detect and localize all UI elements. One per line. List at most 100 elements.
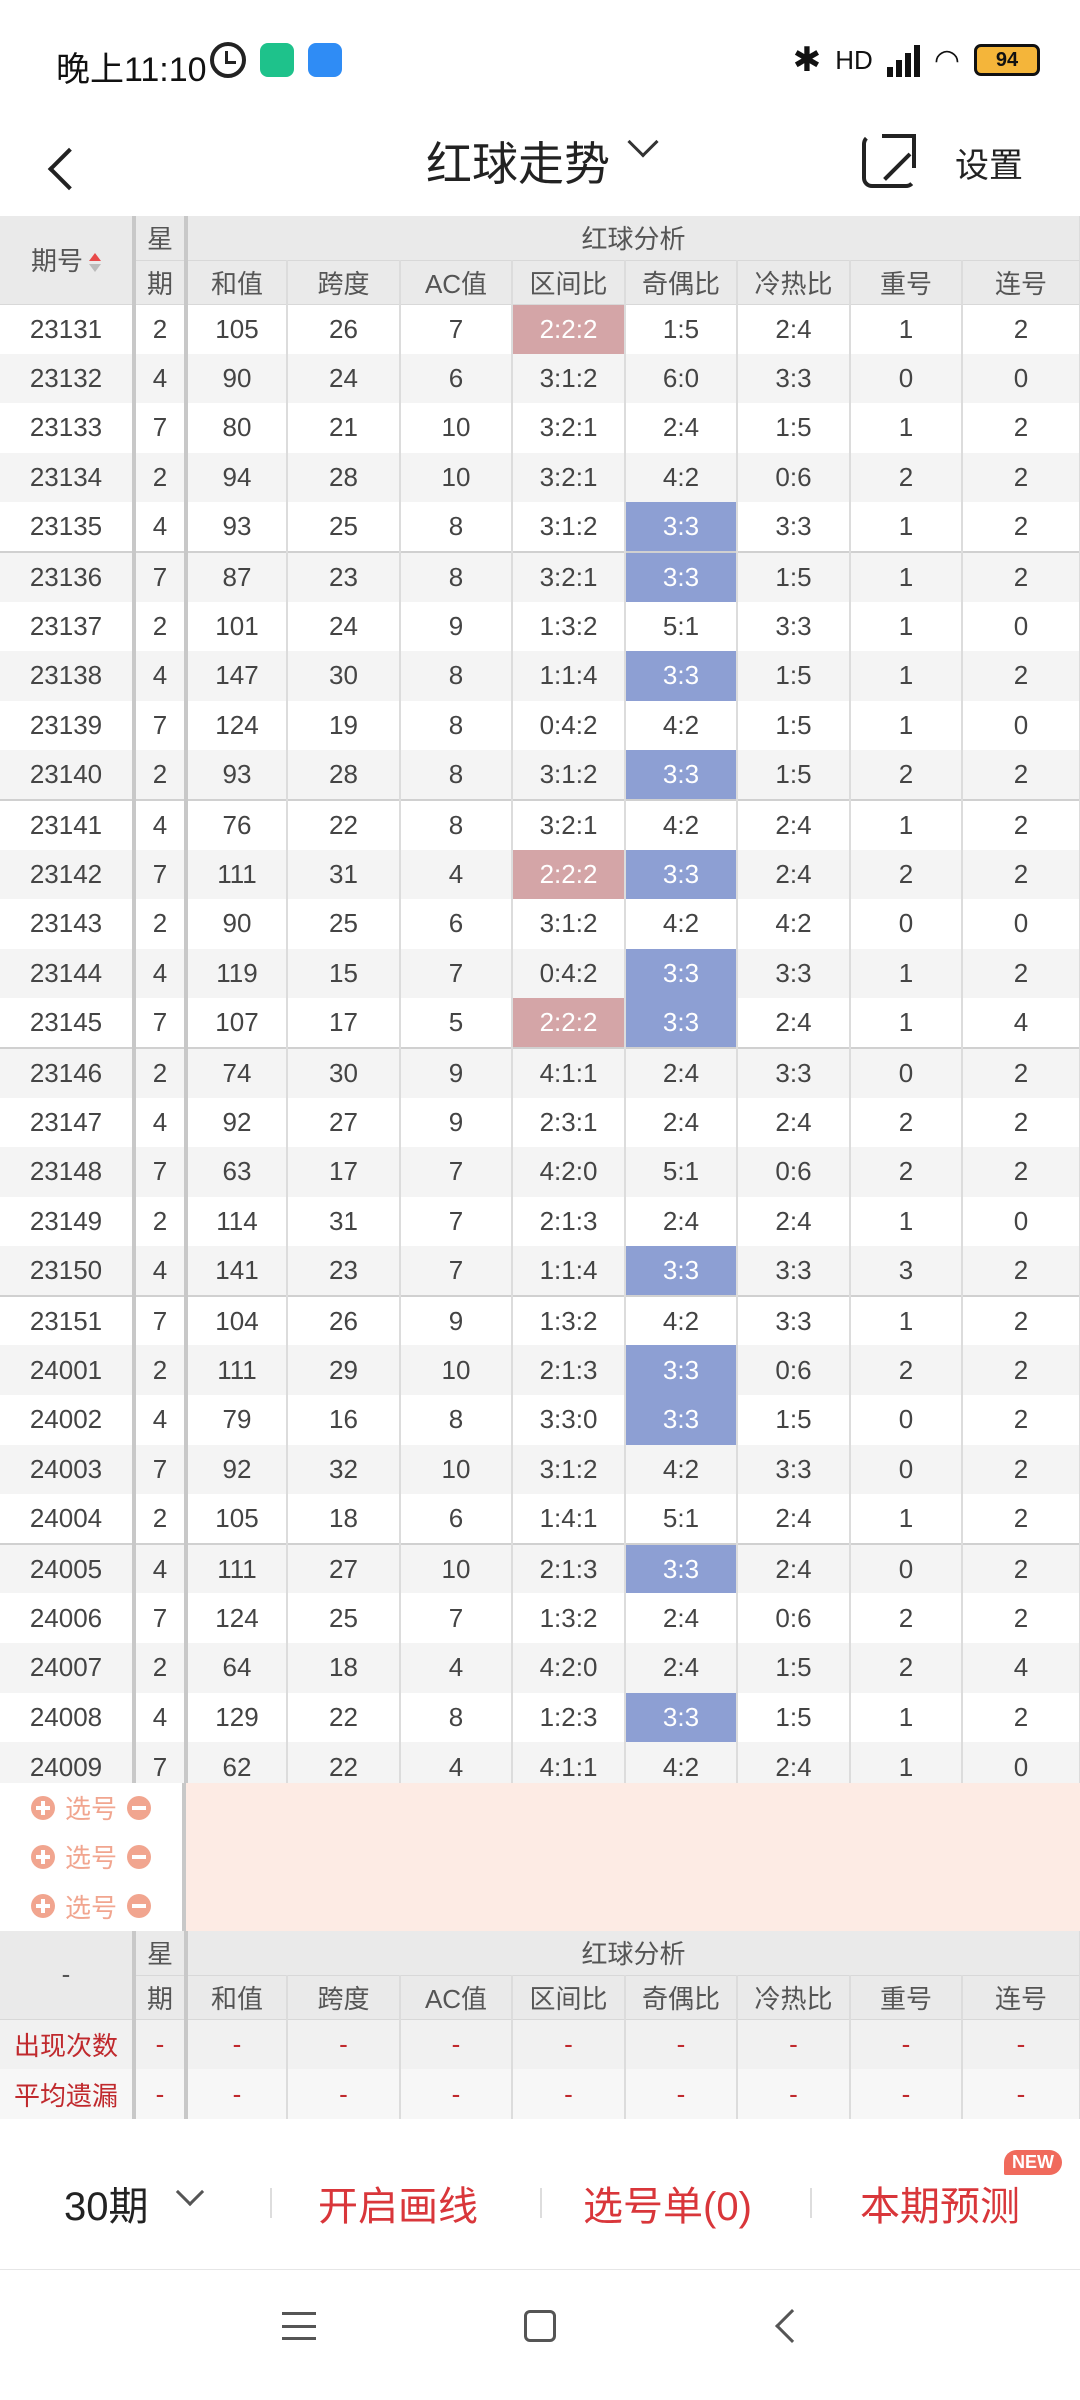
menu-icon[interactable] [282, 2312, 316, 2340]
issue-cell: 24001 [0, 1345, 136, 1396]
consecutive-cell: 0 [962, 1196, 1080, 1247]
odd-even-cell: 3:3 [625, 502, 738, 552]
app-header: 红球走势 设置 [0, 120, 1080, 216]
sum-cell: 111 [186, 849, 288, 900]
ac-cell: 7 [400, 1593, 513, 1644]
table-row: 23132 4 90 24 6 3:1:2 6:0 3:3 0 0 [0, 353, 1080, 404]
week-cell: 7 [134, 998, 188, 1048]
odd-even-cell: 4:2 [625, 1444, 738, 1495]
zone-ratio-cell: 3:2:1 [512, 452, 626, 503]
ac-cell: 9 [400, 1046, 513, 1098]
back-icon[interactable] [775, 2309, 809, 2343]
hot-cold-cell: 3:3 [737, 1294, 851, 1346]
week-cell: 4 [134, 1692, 188, 1743]
pick-label[interactable]: 选号 [64, 1843, 117, 1874]
plus-icon[interactable] [30, 1844, 55, 1869]
stats-group-header: 红球分析 [186, 1931, 1080, 1976]
chevron-down-icon[interactable] [175, 2177, 205, 2207]
week-cell: 7 [134, 403, 188, 453]
plus-icon[interactable] [30, 1894, 55, 1919]
odd-even-cell: 3:3 [625, 750, 738, 800]
stats-table: - 星 红球分析 期 和值 跨度 AC值 区间比 奇偶比 冷热比 重号 连号 出… [0, 1931, 1080, 2119]
stats-week-header-bottom: 期 [134, 1975, 188, 2020]
trend-table: 期号 星 红球分析 期 和值 跨度 AC值 区间比 奇偶比 冷热比 重号 连号 … [0, 216, 1080, 1792]
security-app-icon [260, 43, 294, 77]
table-row: 23144 4 119 15 7 0:4:2 3:3 3:3 1 2 [0, 948, 1080, 999]
minus-icon[interactable] [127, 1844, 151, 1869]
span-cell: 30 [287, 651, 401, 701]
hot-cold-cell: 1:5 [737, 651, 851, 701]
hot-cold-cell: 2:4 [737, 1494, 851, 1544]
divider [540, 2188, 542, 2218]
repeat-cell: 1 [850, 1294, 963, 1346]
ac-cell: 10 [400, 1542, 513, 1594]
issue-cell: 23138 [0, 651, 136, 701]
plus-icon[interactable] [30, 1795, 55, 1820]
settings-button[interactable]: 设置 [955, 147, 1023, 185]
table-row: 23145 7 107 17 5 2:2:2 3:3 2:4 1 4 [0, 998, 1080, 1048]
odd-even-cell: 3:3 [625, 1692, 738, 1743]
hot-cold-cell: 3:3 [737, 601, 851, 652]
repeat-cell: 1 [850, 1692, 963, 1743]
hot-cold-cell: 2:4 [737, 304, 851, 354]
hot-cold-cell: 0:6 [737, 452, 851, 503]
zone-ratio-cell: 0:4:2 [512, 948, 626, 999]
span-cell: 19 [287, 700, 401, 751]
sum-cell: 105 [186, 1494, 288, 1544]
ac-cell: 10 [400, 403, 513, 453]
consecutive-cell: 2 [962, 550, 1080, 602]
draw-lines-button[interactable]: 开启画线 [318, 2185, 478, 2229]
span-cell: 31 [287, 1196, 401, 1247]
ac-cell: 8 [400, 798, 513, 850]
minus-icon[interactable] [127, 1894, 151, 1919]
hot-cold-cell: 2:4 [737, 798, 851, 850]
home-icon[interactable] [524, 2310, 556, 2342]
issue-cell: 23145 [0, 998, 136, 1048]
hot-cold-cell: 2:4 [737, 1196, 851, 1247]
odd-even-cell: 3:3 [625, 1246, 738, 1296]
consecutive-cell: 4 [962, 1643, 1080, 1693]
table-row: 23131 2 105 26 7 2:2:2 1:5 2:4 1 2 [0, 304, 1080, 354]
sum-cell: 124 [186, 700, 288, 751]
stats-value: - [737, 2069, 851, 2119]
span-cell: 32 [287, 1444, 401, 1495]
issue-cell: 24002 [0, 1395, 136, 1445]
system-nav-bar [0, 2270, 1080, 2400]
consecutive-cell: 2 [962, 1692, 1080, 1743]
title-dropdown[interactable]: 红球走势 [0, 126, 1080, 194]
repeat-cell: 2 [850, 1593, 963, 1644]
status-time: 晚上11:10 [56, 51, 207, 89]
span-cell: 27 [287, 1542, 401, 1594]
forecast-button[interactable]: 本期预测 [860, 2185, 1020, 2229]
period-selector[interactable]: 30期 [64, 2185, 149, 2229]
week-cell: 4 [134, 651, 188, 701]
zone-ratio-cell: 3:2:1 [512, 798, 626, 850]
ac-cell: 6 [400, 353, 513, 404]
table-row: 23140 2 93 28 8 3:1:2 3:3 1:5 2 2 [0, 750, 1080, 800]
table-row: 23150 4 141 23 7 1:1:4 3:3 3:3 3 2 [0, 1246, 1080, 1296]
odd-even-cell: 3:3 [625, 849, 738, 900]
repeat-cell: 1 [850, 998, 963, 1048]
col-header-consecutive: 连号 [962, 260, 1080, 305]
odd-even-cell: 3:3 [625, 1542, 738, 1594]
minus-icon[interactable] [127, 1795, 151, 1820]
span-cell: 16 [287, 1395, 401, 1445]
pick-list-button[interactable]: 选号单(0) [583, 2185, 752, 2229]
hot-cold-cell: 0:6 [737, 1345, 851, 1396]
stats-col-header: 连号 [962, 1975, 1080, 2020]
repeat-cell: 1 [850, 1196, 963, 1247]
week-cell: 4 [134, 1246, 188, 1296]
share-icon[interactable] [862, 134, 916, 188]
repeat-cell: 1 [850, 651, 963, 701]
repeat-cell: 3 [850, 1246, 963, 1296]
zone-ratio-cell: 4:2:0 [512, 1643, 626, 1693]
span-cell: 15 [287, 948, 401, 999]
zone-ratio-cell: 0:4:2 [512, 700, 626, 751]
issue-header[interactable]: 期号 [0, 216, 136, 305]
pick-label[interactable]: 选号 [64, 1794, 117, 1825]
span-cell: 26 [287, 1294, 401, 1346]
pick-label[interactable]: 选号 [64, 1892, 117, 1923]
stats-value: - [512, 2019, 626, 2069]
odd-even-cell: 2:4 [625, 1196, 738, 1247]
span-cell: 18 [287, 1643, 401, 1693]
